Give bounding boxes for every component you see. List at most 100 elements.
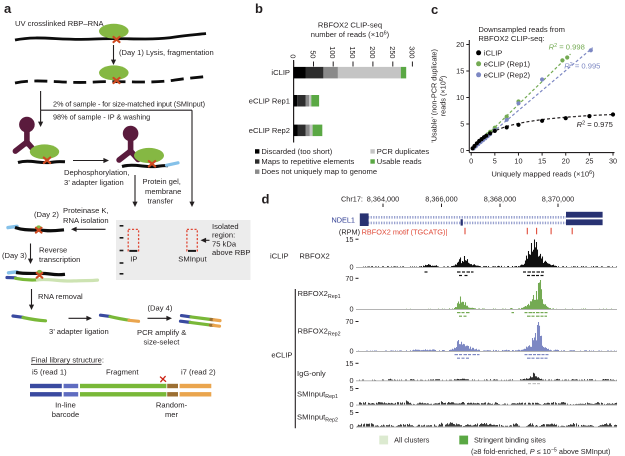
svg-text:15: 15 [456,67,464,76]
svg-text:25: 25 [585,156,593,165]
svg-text:8,366,000: 8,366,000 [425,194,457,203]
svg-text:transcription: transcription [39,255,80,264]
svg-text:R2 = 0.998: R2 = 0.998 [549,43,585,52]
svg-text:R2 = 0.995: R2 = 0.995 [564,61,600,70]
svg-text:(RPM): (RPM) [339,227,360,236]
svg-text:Fragment: Fragment [106,368,139,377]
svg-text:a: a [4,1,12,16]
svg-text:All clusters: All clusters [394,436,430,445]
svg-text:RBFOX2 CLIP-seq:: RBFOX2 CLIP-seq: [478,34,544,43]
svg-text:70: 70 [345,317,353,326]
svg-text:RNA isolation: RNA isolation [63,216,109,225]
svg-text:mer: mer [165,410,179,419]
svg-text:0: 0 [349,347,353,356]
svg-text:above RBP: above RBP [212,248,250,257]
svg-text:PCR amplify &: PCR amplify & [137,328,186,337]
svg-text:Discarded (too short): Discarded (too short) [261,147,332,156]
svg-text:Chr17:: Chr17: [341,194,363,203]
svg-text:iCLIP: iCLIP [270,252,289,261]
svg-text:98% of sample - IP & washing: 98% of sample - IP & washing [53,113,150,122]
svg-text:’Usable’ (non-PCR duplicate): ’Usable’ (non-PCR duplicate) [430,49,439,143]
svg-text:3’ adapter ligation: 3’ adapter ligation [49,327,109,336]
svg-text:10: 10 [514,156,522,165]
svg-text:15: 15 [538,156,546,165]
svg-text:reads (×106): reads (×106) [439,76,448,117]
svg-text:SMInputRep2: SMInputRep2 [297,413,338,424]
svg-text:eCLIP (Rep2): eCLIP (Rep2) [484,71,531,80]
svg-text:NDEL1: NDEL1 [331,215,355,224]
svg-text:(Day 3): (Day 3) [2,251,27,260]
svg-text:75 kDa: 75 kDa [212,239,237,248]
svg-text:barcode: barcode [52,410,79,419]
svg-text:50: 50 [309,50,318,58]
svg-text:0: 0 [460,146,464,155]
svg-text:0: 0 [349,305,353,314]
svg-text:Proteinase K,: Proteinase K, [63,206,109,215]
svg-text:10: 10 [456,93,464,102]
svg-text:300: 300 [407,46,416,58]
svg-text:membrane: membrane [145,187,181,196]
svg-text:UV crosslinked RBP–RNA: UV crosslinked RBP–RNA [15,19,105,28]
svg-text:5: 5 [493,156,497,165]
svg-text:Random-: Random- [156,401,188,410]
svg-text:5: 5 [460,120,464,129]
svg-text:70: 70 [345,274,353,283]
svg-text:0: 0 [469,156,473,165]
svg-text:Usable reads: Usable reads [377,157,422,166]
svg-text:eCLIP Rep2: eCLIP Rep2 [249,126,290,135]
svg-text:SMInputRep1: SMInputRep1 [297,389,338,400]
svg-text:In-line: In-line [55,401,76,410]
svg-text:i7 (read 2): i7 (read 2) [181,368,216,377]
svg-text:IgG-only: IgG-only [297,369,326,378]
svg-text:5: 5 [349,408,353,417]
svg-text:RBFOX2 motif (TGCATG)|: RBFOX2 motif (TGCATG)| [362,227,448,236]
svg-text:Does not uniquely map to genom: Does not uniquely map to genome [261,167,377,176]
svg-text:15: 15 [345,359,353,368]
svg-text:eCLIP: eCLIP [271,351,292,360]
svg-text:Reverse: Reverse [39,246,67,255]
svg-text:(Day 4): (Day 4) [148,304,173,313]
svg-text:Stringent binding sites: Stringent binding sites [474,436,546,445]
svg-text:Uniquely mapped reads (×106): Uniquely mapped reads (×106) [491,170,595,179]
svg-text:(Day 2): (Day 2) [34,210,59,219]
svg-text:5: 5 [349,384,353,393]
svg-text:Isolated: Isolated [212,222,239,231]
svg-text:transfer: transfer [148,197,174,206]
svg-text:20: 20 [456,40,464,49]
svg-text:0: 0 [349,400,353,409]
svg-text:100: 100 [328,46,337,58]
svg-text:8,368,000: 8,368,000 [484,194,516,203]
svg-text:0: 0 [349,376,353,385]
svg-text:8,370,000: 8,370,000 [542,194,574,203]
svg-text:3’ adapter ligation: 3’ adapter ligation [64,178,124,187]
svg-text:Protein gel,: Protein gel, [143,177,181,186]
svg-text:Maps to repetitive elements: Maps to repetitive elements [261,157,354,166]
svg-text:eCLIP (Rep1): eCLIP (Rep1) [484,60,531,69]
svg-text:Final library structure:: Final library structure: [31,356,104,365]
svg-text:SMInput: SMInput [178,255,207,264]
svg-text:d: d [262,192,270,207]
svg-text:RBFOX2 CLIP-seq: RBFOX2 CLIP-seq [318,21,382,30]
svg-text:iCLIP: iCLIP [484,49,503,58]
svg-text:RBFOX2: RBFOX2 [299,252,329,261]
svg-text:8,364,000: 8,364,000 [367,194,399,203]
svg-text:c: c [431,2,438,17]
svg-text:region:: region: [212,231,235,240]
svg-text:2% of sample - for size-matche: 2% of sample - for size-matched input (S… [53,100,205,109]
svg-text:150: 150 [348,46,357,58]
svg-text:200: 200 [368,46,377,58]
svg-text:0: 0 [349,263,353,272]
svg-text:250: 250 [388,46,397,58]
svg-text:RNA removal: RNA removal [38,292,83,301]
svg-text:number of reads (×106): number of reads (×106) [311,30,390,39]
svg-text:0: 0 [289,54,298,58]
svg-text:b: b [255,1,263,16]
svg-text:20: 20 [562,156,570,165]
svg-text:Downsampled reads from: Downsampled reads from [478,25,565,34]
svg-text:15: 15 [345,235,353,244]
svg-text:RBFOX2Rep2: RBFOX2Rep2 [298,327,341,338]
svg-text:IP: IP [130,255,137,264]
svg-text:PCR duplicates: PCR duplicates [377,147,430,156]
svg-text:Dephosphorylation,: Dephosphorylation, [64,168,129,177]
svg-text:(≥8 fold-enriched, P ≤ 10−5 ab: (≥8 fold-enriched, P ≤ 10−5 above SMInpu… [471,447,610,456]
